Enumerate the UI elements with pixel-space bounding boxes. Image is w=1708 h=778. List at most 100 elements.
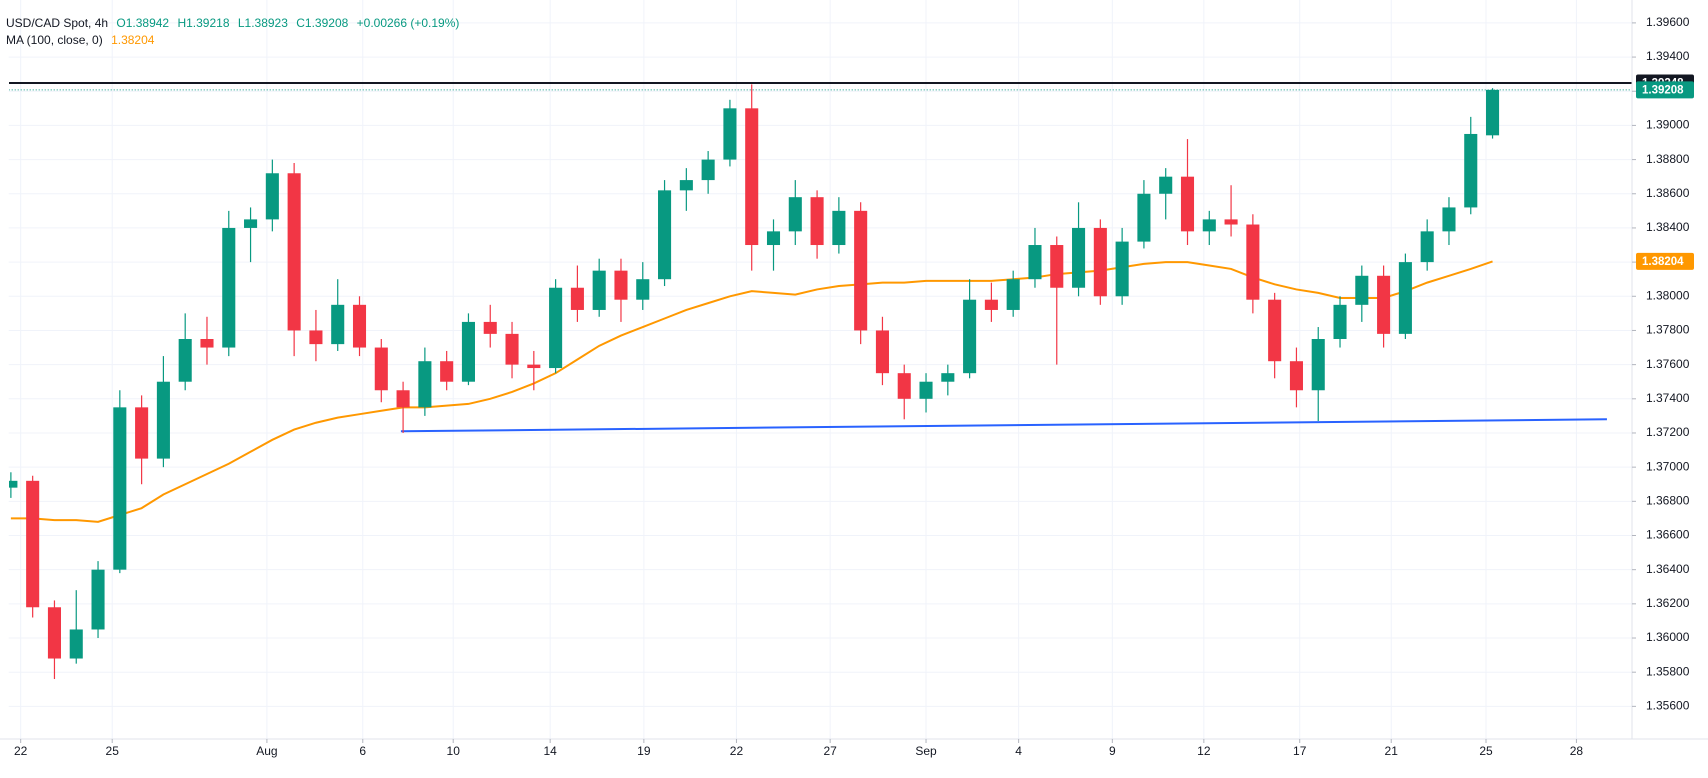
y-tick-label: 1.39400 bbox=[1646, 49, 1690, 63]
candle-body bbox=[1202, 219, 1216, 232]
candle-body bbox=[26, 480, 40, 608]
y-tick-label: 1.37000 bbox=[1646, 459, 1690, 473]
x-tick-label: 12 bbox=[1197, 744, 1211, 758]
candle-body bbox=[47, 607, 61, 659]
candle-body bbox=[1311, 339, 1325, 391]
candle-body bbox=[875, 330, 889, 374]
x-tick-label: 27 bbox=[823, 744, 837, 758]
candle-body bbox=[919, 381, 933, 399]
candle-body bbox=[636, 279, 650, 300]
x-tick-label: Sep bbox=[915, 744, 937, 758]
candle-body bbox=[396, 390, 410, 408]
candle-body bbox=[1137, 193, 1151, 242]
x-tick-label: 19 bbox=[637, 744, 651, 758]
y-tick-label: 1.39000 bbox=[1646, 118, 1690, 132]
x-tick-label: 6 bbox=[359, 744, 366, 758]
x-tick-label: 14 bbox=[543, 744, 557, 758]
candle-body bbox=[745, 108, 759, 246]
candle-body bbox=[570, 287, 584, 310]
price-tag bbox=[1636, 252, 1694, 270]
candle-body bbox=[1442, 207, 1456, 232]
y-tick-label: 1.37200 bbox=[1646, 425, 1690, 439]
candle-body bbox=[527, 364, 541, 369]
y-tick-label: 1.37600 bbox=[1646, 357, 1690, 371]
candle-body bbox=[418, 361, 432, 408]
y-tick-label: 1.35600 bbox=[1646, 699, 1690, 713]
trendline bbox=[400, 418, 1607, 433]
candle-body bbox=[1028, 245, 1042, 280]
candle-body bbox=[483, 321, 497, 334]
candle-body bbox=[592, 270, 606, 310]
candle-body bbox=[679, 180, 693, 191]
ohlc-open: O1.38942 bbox=[116, 16, 170, 30]
candle-body bbox=[331, 304, 345, 345]
candle-body bbox=[1420, 231, 1434, 263]
candle-body bbox=[1180, 176, 1195, 232]
candle-body bbox=[1355, 275, 1369, 305]
candle-body bbox=[1486, 89, 1500, 136]
y-tick-label: 1.39600 bbox=[1646, 15, 1690, 29]
candle-body bbox=[1333, 304, 1347, 340]
indicator-name: MA (100, close, 0) bbox=[6, 33, 103, 47]
y-tick-label: 1.37800 bbox=[1646, 323, 1690, 337]
legend-header: USD/CAD Spot, 4h O1.38942 H1.39218 L1.38… bbox=[6, 15, 464, 49]
plot-area bbox=[9, 82, 1632, 680]
candle-body bbox=[309, 330, 323, 345]
candle-body bbox=[723, 108, 737, 160]
candle-body bbox=[113, 407, 127, 570]
candle-body bbox=[854, 210, 868, 331]
candle-body bbox=[1093, 227, 1107, 297]
candle-body bbox=[963, 299, 977, 374]
candle-body bbox=[244, 219, 258, 228]
x-tick-label: 22 bbox=[14, 744, 28, 758]
candle-body bbox=[1398, 262, 1412, 334]
indicator-value: 1.38204 bbox=[111, 33, 155, 47]
candle-body bbox=[614, 270, 628, 300]
candle-body bbox=[1159, 176, 1173, 194]
ohlc-high: H1.39218 bbox=[177, 16, 230, 30]
candle-body bbox=[156, 381, 170, 459]
x-tick-label: 21 bbox=[1385, 744, 1399, 758]
candle-body bbox=[1464, 133, 1478, 208]
ohlc-low: L1.38923 bbox=[237, 16, 288, 30]
candle-body bbox=[135, 407, 149, 459]
x-tick-label: 17 bbox=[1293, 744, 1307, 758]
candle-body bbox=[941, 373, 955, 382]
symbol-row: USD/CAD Spot, 4h O1.38942 H1.39218 L1.38… bbox=[6, 15, 464, 32]
candle-body bbox=[1115, 241, 1129, 297]
candle-body bbox=[701, 159, 715, 181]
grid bbox=[8, 0, 1632, 739]
candle-body bbox=[766, 231, 781, 246]
y-tick-label: 1.36600 bbox=[1646, 528, 1690, 542]
y-tick-label: 1.36400 bbox=[1646, 562, 1690, 576]
price-tag bbox=[1636, 81, 1694, 99]
candle-body bbox=[1006, 279, 1020, 310]
x-tick-label: 22 bbox=[730, 744, 744, 758]
price-axis: 1.35600 1.35800 1.36000 1.36200 1.36400 1.366… bbox=[0, 0, 1708, 758]
indicator-row: MA (100, close, 0) 1.38204 bbox=[6, 32, 464, 49]
x-tick-label: 25 bbox=[1479, 744, 1493, 758]
candle-body bbox=[287, 173, 301, 331]
candle-body bbox=[9, 480, 18, 488]
candle-body bbox=[505, 333, 519, 365]
candle-body bbox=[658, 190, 672, 280]
candle-body bbox=[984, 299, 998, 310]
candle-body bbox=[1377, 275, 1391, 334]
candle-body bbox=[200, 339, 214, 348]
y-tick-label: 1.38400 bbox=[1646, 220, 1690, 234]
x-tick-label: 9 bbox=[1109, 744, 1116, 758]
candle-body bbox=[461, 321, 475, 382]
candle-body bbox=[440, 361, 454, 382]
candle-body bbox=[1072, 227, 1086, 288]
candle-body bbox=[265, 173, 279, 220]
candle-body bbox=[352, 304, 367, 348]
y-tick-label: 1.35800 bbox=[1646, 664, 1690, 678]
candle-body bbox=[178, 339, 192, 382]
candle-body bbox=[1268, 299, 1282, 362]
candle-body bbox=[374, 347, 388, 391]
y-tick-label: 1.36800 bbox=[1646, 493, 1690, 507]
candle-body bbox=[897, 373, 911, 399]
candle-body bbox=[832, 210, 846, 246]
